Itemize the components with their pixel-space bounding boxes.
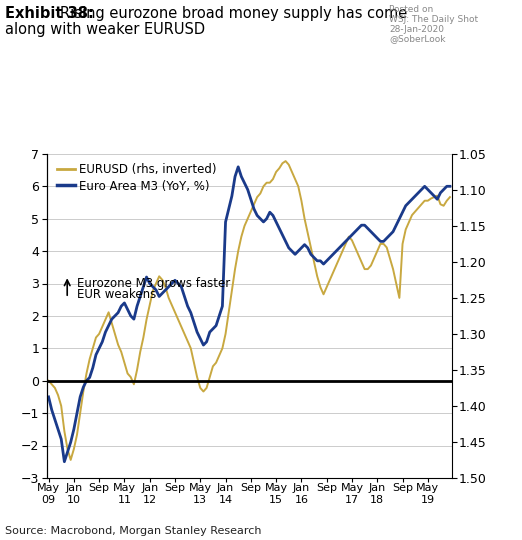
Text: Exhibit 38:: Exhibit 38: [5, 6, 94, 22]
Text: Eurozone M3 grows faster: Eurozone M3 grows faster [77, 277, 231, 290]
Text: Posted on: Posted on [389, 5, 433, 15]
Text: Rising eurozone broad money supply has come: Rising eurozone broad money supply has c… [60, 6, 407, 22]
Text: @SoberLook: @SoberLook [389, 35, 445, 44]
Legend: EURUSD (rhs, inverted), Euro Area M3 (YoY, %): EURUSD (rhs, inverted), Euro Area M3 (Yo… [57, 163, 217, 193]
Text: EUR weakens: EUR weakens [77, 288, 157, 301]
Text: along with weaker EURUSD: along with weaker EURUSD [5, 22, 205, 37]
Text: Source: Macrobond, Morgan Stanley Research: Source: Macrobond, Morgan Stanley Resear… [5, 525, 262, 536]
Text: 28-Jan-2020: 28-Jan-2020 [389, 25, 444, 34]
Text: WSJ: The Daily Shot: WSJ: The Daily Shot [389, 15, 478, 24]
